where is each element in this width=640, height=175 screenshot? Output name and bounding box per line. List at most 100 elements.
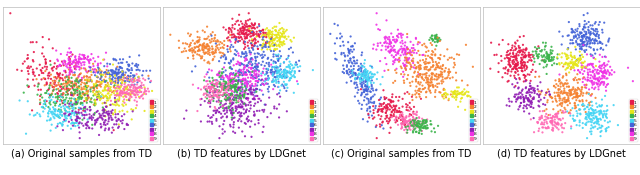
Point (595, 67, 605, 69)
Point (234, 95, 244, 97)
Point (276, 41, 287, 44)
Point (29, 51, 39, 53)
Point (403, 91, 413, 93)
Point (433, 75, 444, 78)
Point (24, 67, 35, 70)
Point (61, 119, 71, 122)
Point (66, 122, 76, 125)
Point (216, 83, 227, 86)
Point (214, 111, 224, 114)
Point (558, 75, 568, 78)
Point (439, 55, 449, 58)
Point (365, 90, 376, 93)
Point (262, 77, 273, 80)
Point (223, 84, 233, 87)
Point (231, 90, 241, 93)
Point (594, 79, 604, 82)
Point (582, 91, 592, 94)
Point (584, 88, 594, 91)
Point (231, 84, 241, 86)
Point (582, 79, 593, 82)
Point (67, 63, 77, 65)
Point (211, 88, 221, 90)
Point (518, 53, 528, 56)
Point (57, 99, 67, 102)
Point (257, 35, 267, 38)
Point (223, 84, 234, 87)
Point (549, 84, 559, 87)
Point (24, 72, 34, 75)
Point (230, 41, 241, 44)
Point (355, 82, 365, 85)
Point (55, 64, 65, 67)
Point (505, 59, 515, 61)
Point (253, 69, 264, 72)
Point (99, 102, 109, 104)
Point (389, 61, 399, 64)
Point (425, 89, 435, 92)
Point (422, 118, 432, 121)
Point (248, 32, 258, 35)
Point (68, 93, 78, 95)
Point (216, 74, 226, 77)
Point (407, 47, 417, 50)
Point (123, 74, 133, 77)
Point (56, 110, 67, 113)
Point (413, 125, 424, 128)
Point (82, 71, 92, 74)
Point (359, 65, 369, 68)
Point (534, 96, 544, 99)
Point (434, 91, 444, 93)
Point (60, 100, 70, 103)
Point (391, 96, 401, 98)
Point (559, 127, 569, 130)
Point (218, 115, 228, 118)
Point (524, 88, 534, 91)
Point (219, 86, 229, 89)
Point (547, 56, 557, 58)
Point (231, 40, 241, 42)
Point (208, 58, 218, 60)
Point (532, 54, 543, 56)
Point (361, 72, 371, 75)
Point (73, 124, 83, 127)
Point (235, 64, 245, 67)
Point (234, 87, 244, 90)
Point (356, 64, 367, 67)
Point (401, 53, 411, 56)
Point (566, 91, 576, 94)
Point (528, 63, 538, 66)
Point (243, 99, 253, 101)
Point (60, 112, 70, 115)
Point (557, 126, 567, 129)
Point (99, 58, 109, 61)
Point (597, 55, 607, 58)
Point (420, 72, 431, 75)
Point (240, 26, 250, 29)
Point (584, 115, 595, 117)
Point (212, 90, 222, 93)
Point (417, 130, 427, 132)
Point (59, 64, 69, 67)
Point (227, 92, 237, 95)
Point (436, 73, 446, 76)
Point (105, 96, 115, 99)
Point (538, 126, 548, 129)
Point (239, 33, 250, 36)
Point (269, 38, 280, 41)
Point (255, 30, 266, 33)
Point (46, 73, 56, 76)
Point (586, 39, 596, 42)
Point (508, 44, 518, 47)
Point (605, 65, 615, 68)
Point (556, 124, 566, 127)
Point (226, 60, 236, 63)
Point (60, 79, 70, 82)
Point (81, 88, 92, 91)
Point (587, 79, 597, 82)
Point (55, 113, 65, 116)
Point (251, 73, 261, 76)
Point (60, 76, 70, 79)
Point (131, 87, 141, 90)
Point (49, 83, 60, 86)
